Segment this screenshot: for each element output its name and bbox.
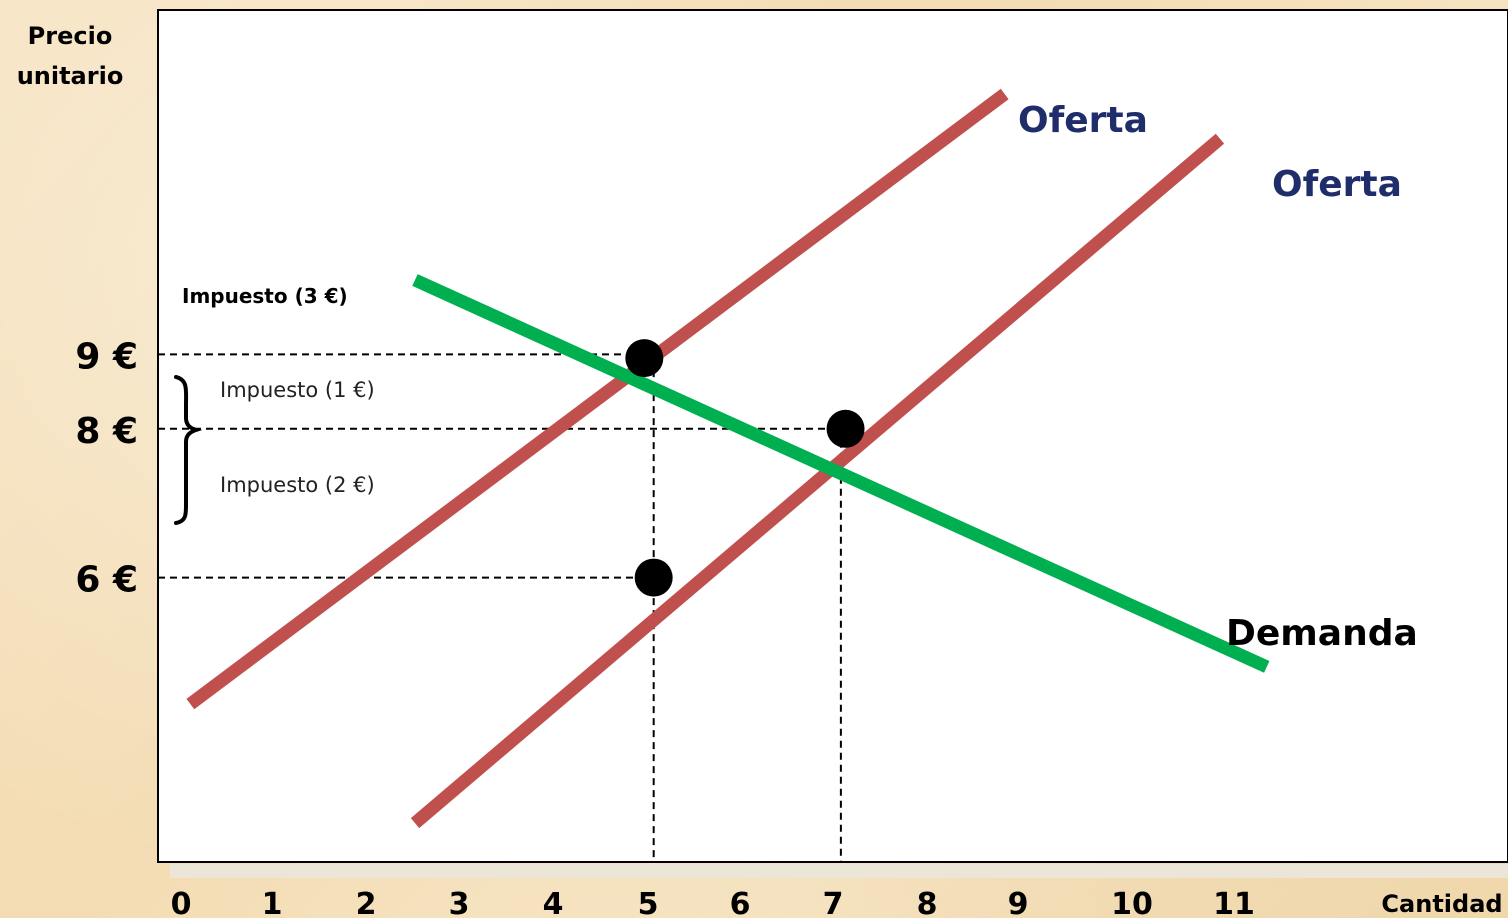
reference-lines xyxy=(158,353,846,862)
tax-part2-label: Impuesto (2 €) xyxy=(220,473,375,497)
x-tick-label: 6 xyxy=(730,887,751,918)
series-lines xyxy=(186,88,1270,829)
y-tick-label: 6 € xyxy=(75,560,138,601)
tax-part1-label: Impuesto (1 €) xyxy=(220,378,375,402)
equilibrium-point xyxy=(634,558,673,597)
x-tick-label: 0 xyxy=(171,887,192,918)
y-tick-label: 8 € xyxy=(75,411,138,452)
x-tick-labels: 0 1 2 3 4 5 6 7 8 9 10 11 xyxy=(171,887,1255,918)
equilibrium-point xyxy=(625,339,664,378)
x-tick-label: 8 xyxy=(917,887,938,918)
series-label-supply-2: Oferta xyxy=(1272,164,1402,205)
tax-brace xyxy=(174,375,203,525)
tax-total-label: Impuesto (3 €) xyxy=(182,284,348,308)
x-tick-label: 9 xyxy=(1008,887,1029,918)
equilibrium-point xyxy=(826,409,865,448)
x-tick-label: 1 xyxy=(262,887,283,918)
x-tick-label: 7 xyxy=(823,887,844,918)
series-line-demanda-3 xyxy=(412,274,1270,673)
x-tick-label: 5 xyxy=(638,887,659,918)
x-tick-label: 2 xyxy=(356,887,377,918)
series-line-oferta-2 xyxy=(410,133,1225,829)
equilibrium-points xyxy=(625,339,865,597)
y-tick-labels: 9 € 8 € 6 € xyxy=(75,336,138,600)
x-tick-label: 10 xyxy=(1111,887,1153,918)
series-label-demand: Demanda xyxy=(1226,613,1418,654)
x-tick-label: 11 xyxy=(1213,887,1255,918)
y-axis-label-line2: unitario xyxy=(17,62,124,90)
x-axis-label: Cantidad xyxy=(1381,890,1502,918)
series-line-oferta-1 xyxy=(186,88,1009,710)
series-label-supply-1: Oferta xyxy=(1018,100,1148,141)
y-axis-label-line1: Precio xyxy=(28,22,113,50)
y-tick-label: 9 € xyxy=(75,336,138,377)
x-tick-label: 3 xyxy=(449,887,470,918)
x-axis-shadow xyxy=(170,864,1508,878)
x-tick-label: 4 xyxy=(543,887,564,918)
